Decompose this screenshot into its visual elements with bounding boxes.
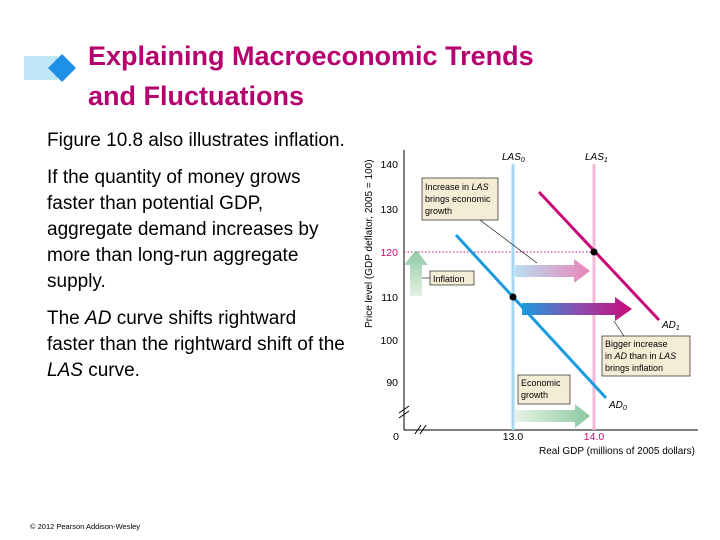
y-tick-90: 90 [386, 377, 398, 389]
y-axis-label: Price level (GDP deflator, 2005 = 100) [364, 159, 375, 328]
y-tick-130: 130 [380, 204, 398, 216]
copyright-footer: © 2012 Pearson Addison-Wesley [30, 522, 141, 531]
inflation-arrow [404, 250, 428, 296]
bigger-increase-box [601, 335, 691, 377]
las-growth-box-text: Increase in LAS brings economic growth [425, 182, 493, 216]
economic-growth-box-text: Economic growth [521, 378, 563, 400]
slide-title: Explaining Macroeconomic Trends and Fluc… [88, 36, 688, 116]
ad0-label: AD0 [608, 400, 627, 412]
equilibrium-point-0 [509, 293, 517, 301]
figure-10-8-chart: Price level (GDP deflator, 2005 = 100) 1… [364, 150, 698, 457]
las0-label: LAS0 [502, 152, 525, 164]
x-axis-label: Real GDP (millions of 2005 dollars) [539, 446, 695, 457]
title-line-2: and Fluctuations [88, 81, 304, 111]
body-text: Figure 10.8 also illustrates inflation. … [47, 128, 347, 395]
y-tick-110: 110 [381, 292, 398, 304]
x-axis-break-1 [414, 424, 422, 435]
ad1-label: AD1 [661, 320, 680, 332]
las-growth-pointer [479, 219, 538, 264]
equilibrium-point-1 [590, 248, 598, 256]
paragraph-2: If the quantity of money grows faster th… [47, 167, 319, 292]
bigger-increase-pointer [613, 320, 625, 337]
y-tick-140: 140 [380, 159, 398, 171]
y-tick-120: 120 [380, 247, 398, 259]
las-term: LAS [47, 360, 83, 381]
title-decoration [24, 54, 76, 82]
ad1-curve [537, 190, 661, 322]
las-shift-arrow [515, 259, 590, 283]
x-axis-break-2 [419, 424, 427, 435]
paragraph-3: The AD curve shifts rightward faster tha… [47, 308, 345, 381]
economic-growth-box [517, 374, 571, 405]
ad-shift-arrow [522, 297, 632, 321]
x-tick-14: 14.0 [584, 431, 605, 443]
ad0-curve [454, 233, 608, 400]
y-axis-break-2 [398, 410, 410, 419]
origin-label: 0 [393, 431, 399, 443]
y-axis-break-1 [398, 405, 410, 414]
growth-arrow [515, 404, 590, 428]
bigger-increase-box-text: Bigger increase in AD than in LAS brings… [605, 339, 679, 373]
ad-term: AD [85, 308, 112, 329]
paragraph-1: Figure 10.8 also illustrates inflation. [47, 130, 345, 151]
las-growth-box [421, 177, 499, 221]
title-line-1: Explaining Macroeconomic Trends [88, 41, 534, 71]
inflation-box-text: Inflation [433, 274, 465, 284]
y-tick-100: 100 [380, 335, 398, 347]
x-tick-13: 13.0 [503, 431, 524, 443]
las1-label: LAS1 [585, 152, 608, 164]
